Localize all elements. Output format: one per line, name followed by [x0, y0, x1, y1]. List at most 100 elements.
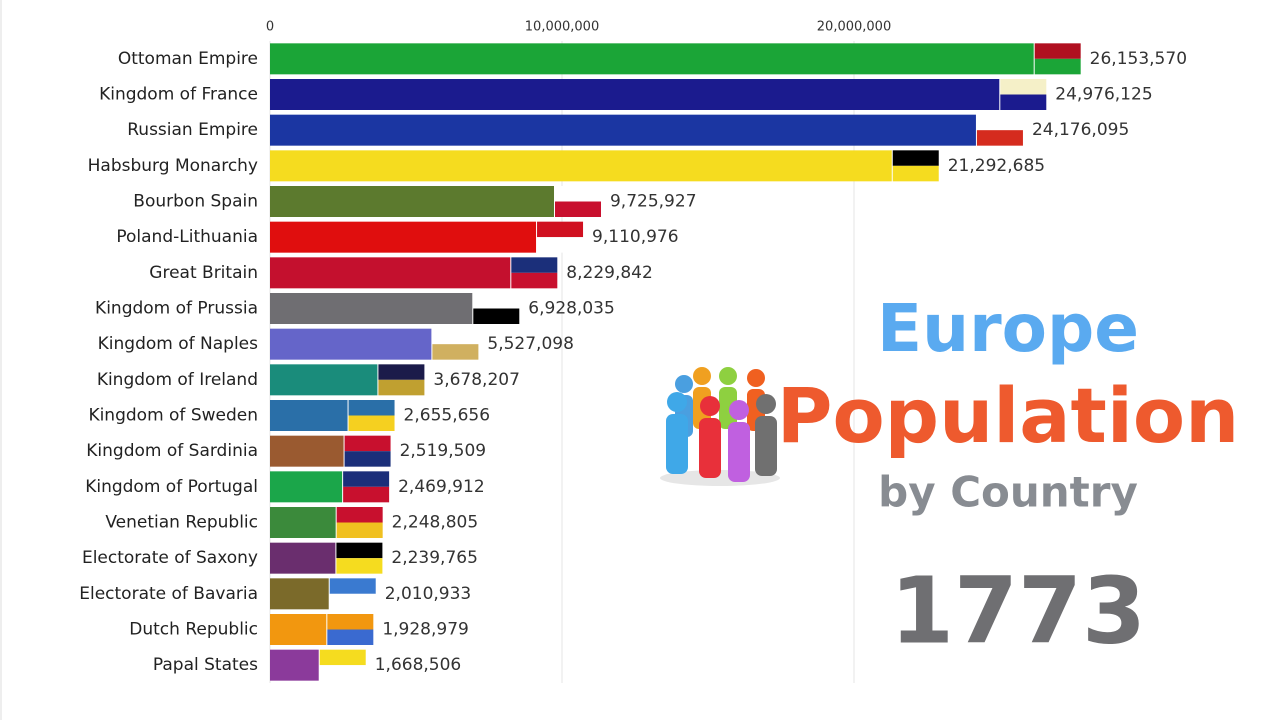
people-icon [660, 367, 780, 486]
category-label: Dutch Republic [129, 620, 258, 640]
bar [270, 578, 329, 610]
flag [343, 486, 390, 503]
flag [554, 186, 601, 202]
category-label: Ottoman Empire [118, 49, 258, 69]
flag [348, 415, 395, 431]
value-label: 9,725,927 [610, 192, 697, 212]
flag [348, 400, 395, 416]
flag [511, 257, 558, 273]
subtitle: by Country [878, 468, 1138, 517]
flag [473, 308, 520, 324]
value-label: 26,153,570 [1090, 49, 1187, 69]
bar [270, 79, 1000, 110]
x-tick-label: 20,000,000 [817, 20, 891, 35]
value-label: 1,928,979 [382, 620, 469, 640]
value-label: 24,176,095 [1032, 120, 1129, 140]
title-line: Europe [877, 290, 1139, 367]
bar [270, 257, 511, 289]
bar [270, 293, 473, 324]
flag [1034, 58, 1081, 75]
bar [270, 471, 343, 503]
category-label: Kingdom of Portugal [85, 477, 258, 497]
flag [336, 522, 383, 538]
category-label: Venetian Republic [105, 513, 258, 533]
flag [892, 150, 939, 166]
flag [319, 665, 366, 681]
category-label: Kingdom of Prussia [95, 299, 258, 319]
flag [432, 344, 479, 360]
value-label: 2,655,656 [404, 406, 491, 426]
value-label: 21,292,685 [948, 156, 1045, 176]
bar [270, 507, 336, 538]
bar [270, 542, 336, 574]
category-label: Kingdom of Sardinia [86, 441, 258, 461]
flag [378, 364, 425, 380]
category-label: Bourbon Spain [133, 192, 258, 212]
bar [270, 43, 1034, 75]
flag [327, 614, 374, 630]
value-label: 8,229,842 [566, 263, 653, 283]
value-label: 5,527,098 [487, 334, 574, 354]
bar [270, 364, 378, 396]
value-label: 2,010,933 [385, 584, 472, 604]
value-label: 6,928,035 [528, 299, 615, 319]
flag [1000, 79, 1047, 95]
category-label: Electorate of Saxony [82, 548, 258, 568]
category-label: Kingdom of France [99, 85, 258, 105]
flag [473, 293, 520, 309]
flag [976, 130, 1023, 146]
flag [892, 165, 939, 182]
category-label: Electorate of Bavaria [79, 584, 258, 604]
value-label: 24,976,125 [1055, 85, 1152, 105]
title-line: Population [777, 371, 1239, 460]
category-label: Kingdom of Ireland [97, 370, 258, 390]
flag [319, 649, 366, 666]
flag [336, 558, 383, 574]
category-label: Habsburg Monarchy [88, 156, 258, 176]
bar [270, 435, 344, 467]
bar [270, 328, 432, 360]
value-label: 2,469,912 [398, 477, 485, 497]
flag [554, 201, 601, 217]
flag [343, 471, 390, 487]
flag [329, 578, 376, 594]
x-tick-label: 10,000,000 [525, 20, 599, 35]
flag [336, 507, 383, 523]
category-label: Great Britain [149, 263, 258, 283]
value-label: 9,110,976 [592, 227, 679, 247]
category-label: Papal States [153, 655, 258, 675]
value-label: 3,678,207 [433, 370, 520, 390]
flag [537, 237, 584, 253]
bar [270, 186, 554, 217]
value-label: 2,248,805 [392, 513, 479, 533]
flag [1034, 43, 1081, 59]
bar [270, 614, 327, 645]
bar [270, 400, 348, 431]
category-label: Poland-Lithuania [116, 227, 258, 247]
bar [270, 150, 892, 182]
flag [378, 379, 425, 396]
value-label: 2,239,765 [391, 548, 478, 568]
flag [537, 221, 584, 238]
flag [511, 272, 558, 289]
flag [344, 451, 391, 467]
category-label: Kingdom of Sweden [88, 406, 258, 426]
flag [432, 328, 479, 345]
bar [270, 114, 976, 146]
flag [344, 435, 391, 452]
bar [270, 221, 537, 253]
flag [336, 542, 383, 559]
category-label: Russian Empire [127, 120, 258, 140]
bar [270, 649, 319, 681]
flag [329, 593, 376, 610]
flag [1000, 94, 1047, 110]
x-tick-label: 0 [266, 20, 274, 35]
category-label: Kingdom of Naples [98, 334, 258, 354]
flag [976, 114, 1023, 131]
flag [327, 629, 374, 645]
value-label: 1,668,506 [375, 655, 462, 675]
value-label: 2,519,509 [400, 441, 487, 461]
year: 1773 [890, 557, 1146, 664]
